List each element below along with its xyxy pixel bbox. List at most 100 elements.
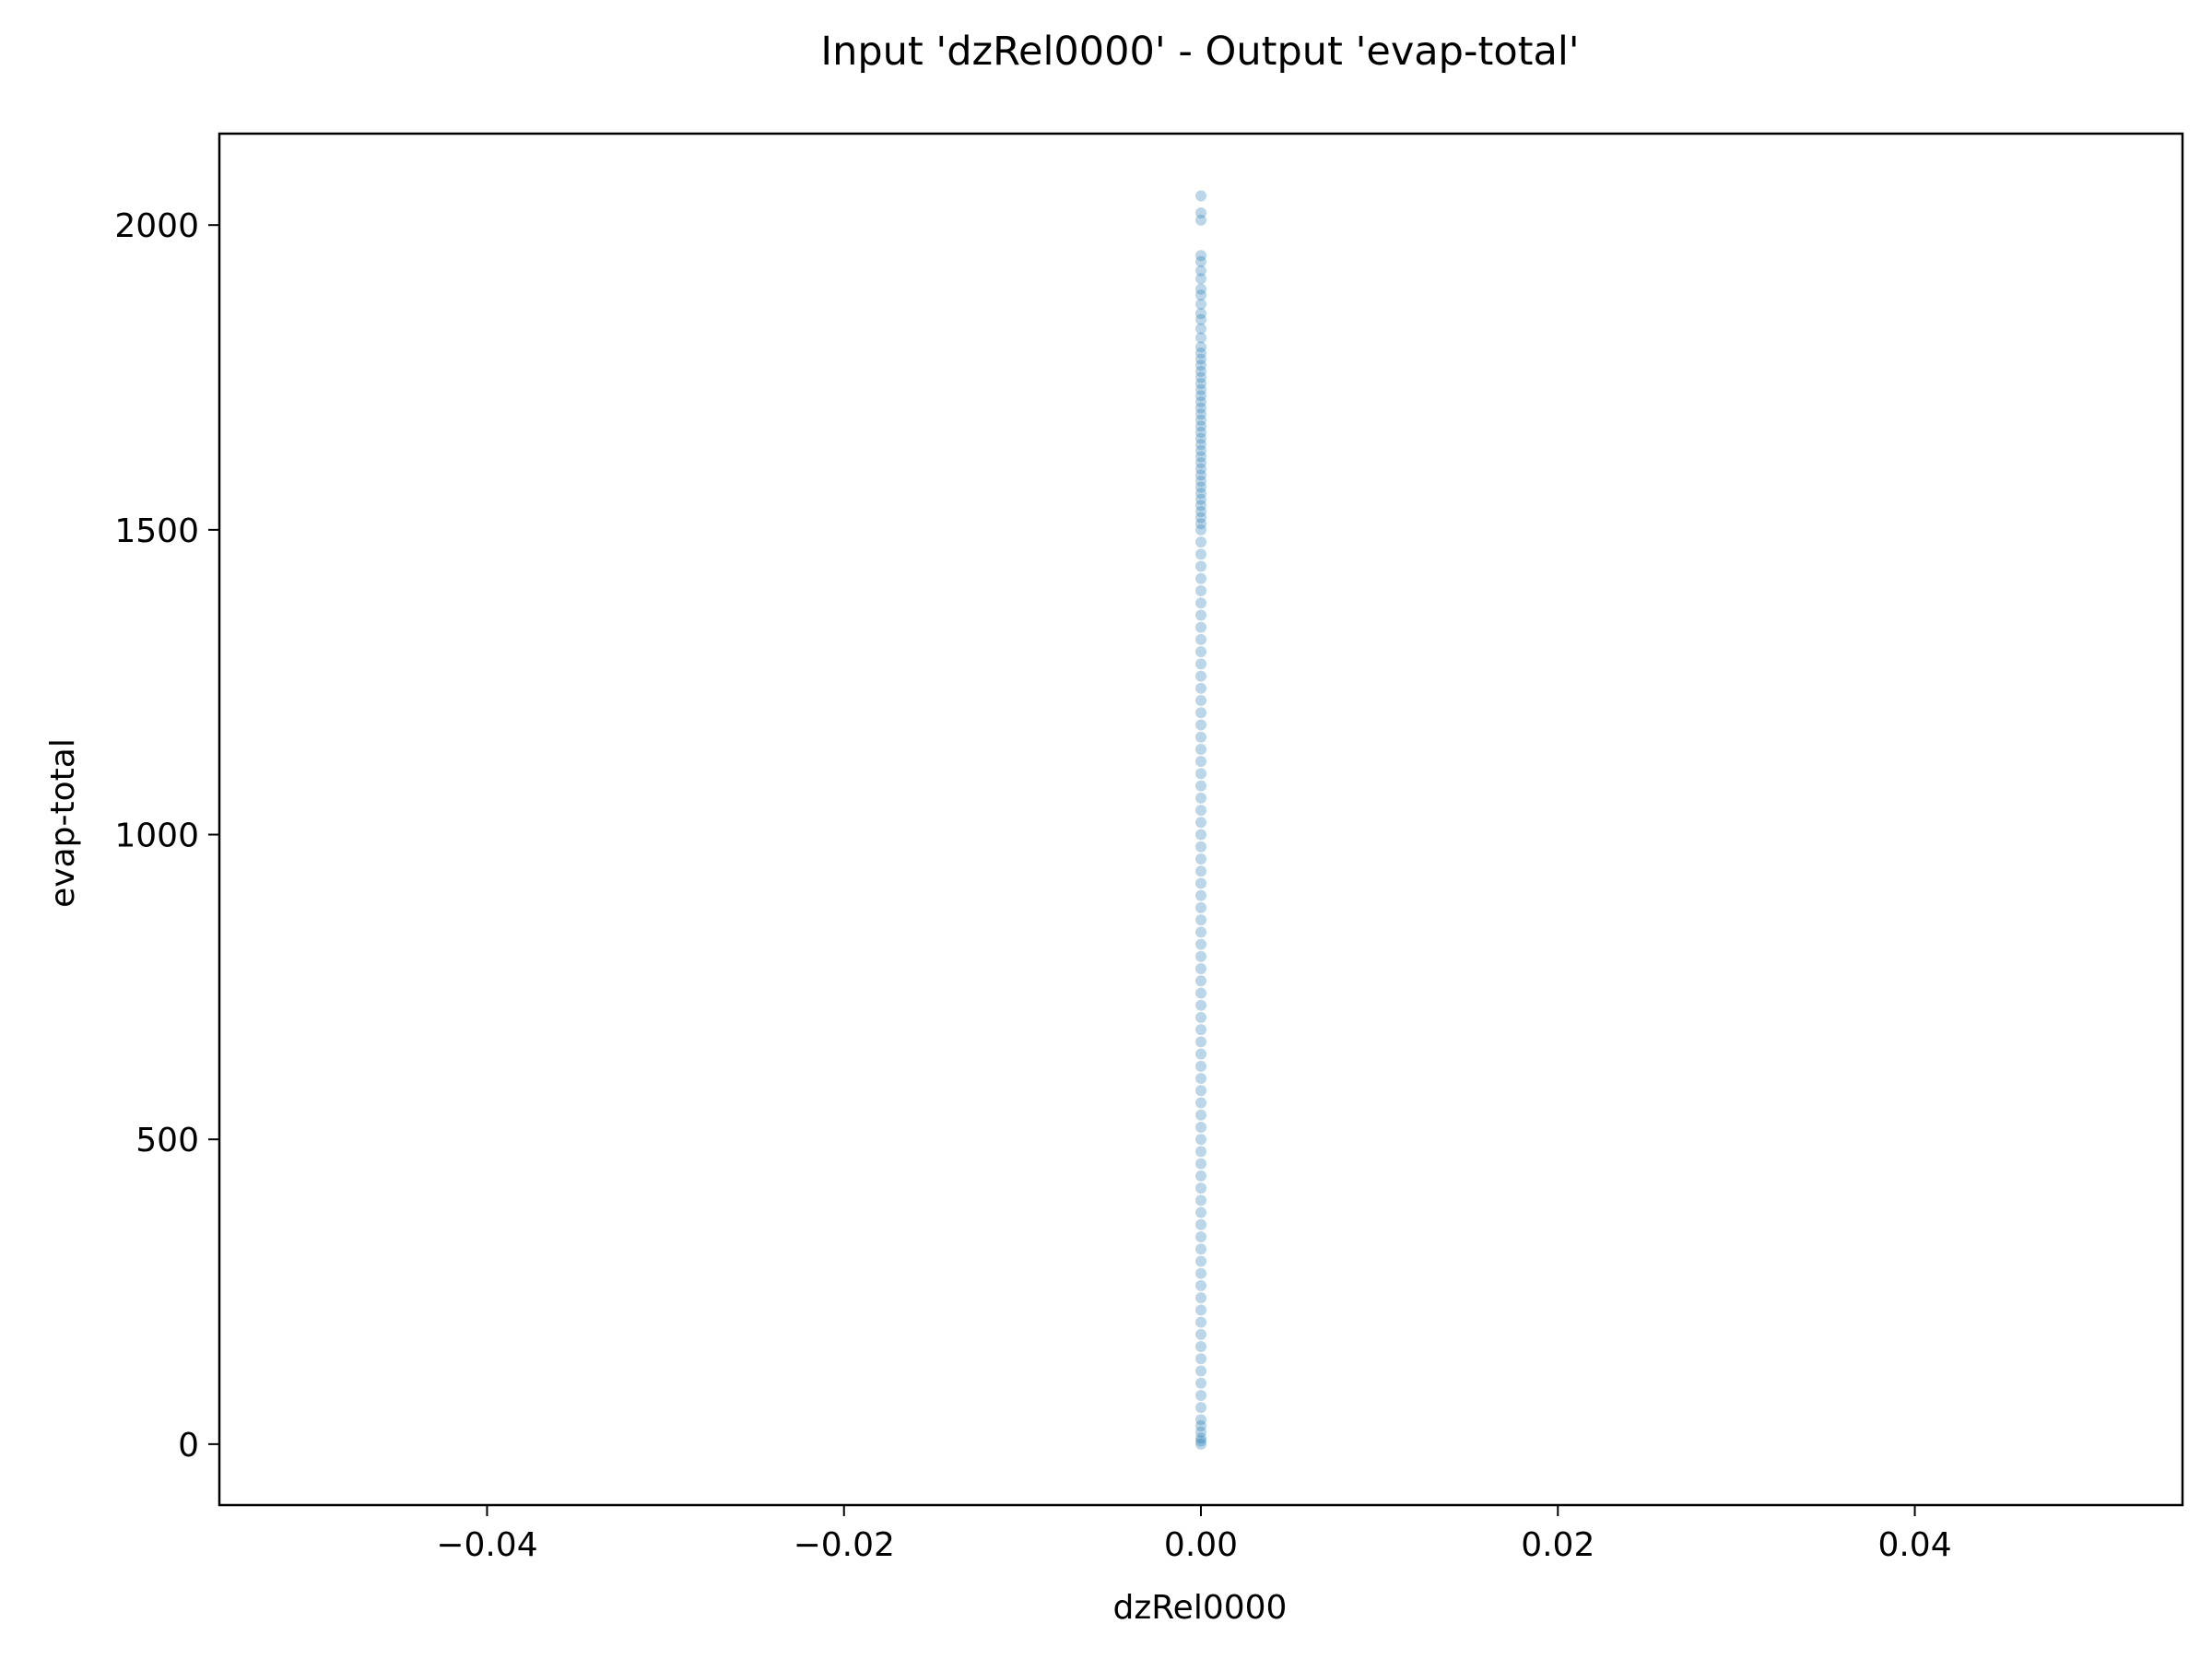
data-point — [1195, 1389, 1206, 1401]
data-point — [1195, 658, 1206, 670]
data-point — [1195, 1341, 1206, 1353]
data-point — [1195, 378, 1206, 390]
data-point — [1195, 572, 1206, 584]
data-point — [1195, 273, 1206, 285]
data-point — [1195, 1292, 1206, 1304]
data-point — [1195, 444, 1206, 456]
data-point — [1195, 743, 1206, 755]
data-points — [1195, 190, 1206, 1450]
data-point — [1195, 1036, 1206, 1048]
data-point — [1195, 1377, 1206, 1389]
data-point — [1195, 585, 1206, 596]
data-point — [1195, 1121, 1206, 1133]
data-point — [1195, 901, 1206, 913]
y-tick-label: 1000 — [114, 818, 199, 855]
data-point — [1195, 999, 1206, 1011]
data-point — [1195, 1316, 1206, 1328]
data-point — [1195, 1231, 1206, 1243]
data-point — [1195, 1011, 1206, 1023]
data-point — [1195, 475, 1206, 487]
data-point — [1195, 524, 1206, 535]
data-point — [1195, 768, 1206, 780]
data-point — [1195, 457, 1206, 469]
data-point — [1195, 646, 1206, 658]
data-point — [1195, 359, 1206, 371]
y-tick-label: 500 — [135, 1122, 199, 1159]
data-point — [1195, 792, 1206, 804]
data-point — [1195, 190, 1206, 202]
data-point — [1195, 1146, 1206, 1158]
data-point — [1195, 493, 1206, 505]
y-axis-ticks: 0 500 1000 1500 2000 — [114, 207, 219, 1465]
data-point — [1195, 780, 1206, 792]
data-point — [1195, 255, 1206, 267]
data-point — [1195, 1438, 1206, 1450]
data-point — [1195, 488, 1206, 500]
data-point — [1195, 313, 1206, 325]
data-point — [1195, 265, 1206, 276]
data-point — [1195, 390, 1206, 402]
data-point — [1195, 609, 1206, 621]
data-point — [1195, 1085, 1206, 1097]
data-point — [1195, 1024, 1206, 1036]
data-point — [1195, 1432, 1206, 1444]
data-point — [1195, 427, 1206, 439]
data-point — [1195, 1435, 1206, 1447]
data-point — [1195, 1304, 1206, 1316]
data-point — [1195, 865, 1206, 877]
data-point — [1195, 395, 1206, 407]
data-point — [1195, 756, 1206, 768]
data-point — [1195, 817, 1206, 829]
data-point — [1195, 1073, 1206, 1085]
data-point — [1195, 308, 1206, 320]
data-point — [1195, 805, 1206, 817]
data-point — [1195, 1170, 1206, 1182]
y-tick-label: 2000 — [114, 207, 199, 245]
data-point — [1195, 926, 1206, 938]
data-point — [1195, 1279, 1206, 1291]
data-point — [1195, 1134, 1206, 1146]
data-point — [1195, 1414, 1206, 1426]
x-tick-label: −0.02 — [794, 1526, 895, 1564]
data-point — [1195, 1243, 1206, 1255]
data-point — [1195, 975, 1206, 987]
x-tick-label: −0.04 — [436, 1526, 537, 1564]
data-point — [1195, 512, 1206, 524]
data-point — [1195, 214, 1206, 226]
data-point — [1195, 506, 1206, 518]
data-point — [1195, 1255, 1206, 1267]
data-point — [1195, 1328, 1206, 1340]
data-point — [1195, 1109, 1206, 1121]
data-point — [1195, 500, 1206, 512]
data-point — [1195, 1048, 1206, 1060]
chart-title: Input 'dzRel0000' - Output 'evap-total' — [820, 29, 1579, 75]
data-point — [1195, 719, 1206, 731]
data-point — [1195, 371, 1206, 383]
data-point — [1195, 621, 1206, 633]
y-axis-label: evap-total — [44, 738, 82, 908]
x-axis-ticks: −0.04 −0.02 0.00 0.02 0.04 — [436, 1505, 1952, 1564]
data-point — [1195, 914, 1206, 926]
data-point — [1195, 420, 1206, 432]
x-tick-label: 0.04 — [1877, 1526, 1951, 1564]
data-point — [1195, 383, 1206, 395]
data-point — [1195, 1182, 1206, 1194]
data-point — [1195, 1426, 1206, 1438]
data-point — [1195, 889, 1206, 901]
data-point — [1195, 1402, 1206, 1414]
data-point — [1195, 1420, 1206, 1432]
data-point — [1195, 481, 1206, 493]
data-point — [1195, 1365, 1206, 1377]
data-point — [1195, 633, 1206, 645]
data-point — [1195, 597, 1206, 609]
data-point — [1195, 987, 1206, 999]
data-point — [1195, 695, 1206, 707]
x-tick-label: 0.00 — [1164, 1526, 1238, 1564]
y-tick-label: 1500 — [114, 512, 199, 550]
x-axis-label: dzRel0000 — [1113, 1589, 1288, 1627]
data-point — [1195, 299, 1206, 311]
data-point — [1195, 1267, 1206, 1279]
data-point — [1195, 829, 1206, 841]
